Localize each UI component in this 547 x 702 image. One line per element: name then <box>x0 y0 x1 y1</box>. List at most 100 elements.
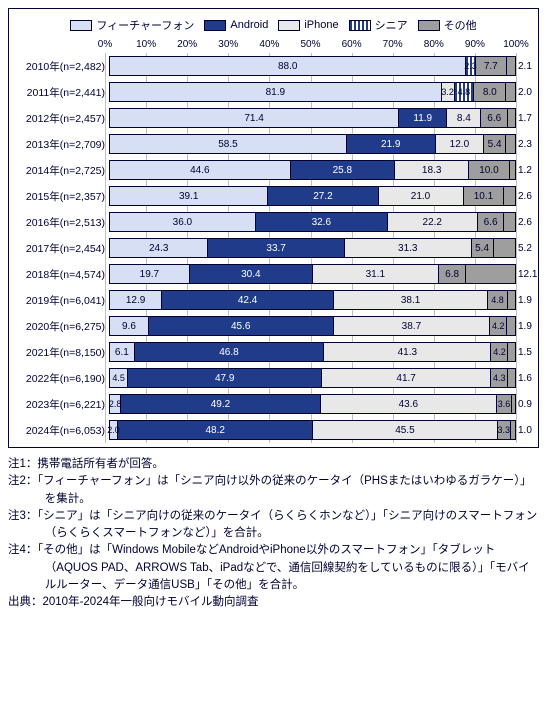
segment-value: 27.2 <box>313 191 332 202</box>
segment-value: 44.6 <box>190 165 209 176</box>
segment-value: 25.8 <box>333 165 352 176</box>
legend-label: Android <box>230 19 268 31</box>
segment-value: 46.8 <box>219 347 238 358</box>
segment-other: 5.4 <box>472 239 494 257</box>
segment-value: 4.3 <box>493 373 506 383</box>
segment-other: 3.6 <box>497 395 512 413</box>
row-label: 2024年(n=6,053) <box>13 423 109 438</box>
segment-value: 4.8 <box>491 295 504 305</box>
data-row: 2024年(n=6,053)2.048.245.53.31.0 <box>13 417 516 443</box>
segment-ext <box>511 421 515 439</box>
row-label: 2022年(n=6,190) <box>13 371 109 386</box>
row-label: 2020年(n=6,275) <box>13 319 109 334</box>
segment-android: 32.6 <box>256 213 388 231</box>
axis-tick: 40% <box>259 39 279 50</box>
segment-value: 45.5 <box>395 425 414 436</box>
row-label: 2010年(n=2,482) <box>13 59 109 74</box>
legend-label: シニア <box>375 17 408 33</box>
segment-value: 8.0 <box>483 87 497 98</box>
axis-tick: 30% <box>218 39 238 50</box>
row-label: 2015年(n=2,357) <box>13 189 109 204</box>
segment-iphone: 12.0 <box>436 135 485 153</box>
segment-feature_phone: 88.0 <box>110 57 466 75</box>
row-label: 2016年(n=2,513) <box>13 215 109 230</box>
data-row: 2020年(n=6,275)9.645.638.74.21.9 <box>13 313 516 339</box>
bar-area: 4.547.941.74.31.6 <box>109 365 516 391</box>
stacked-bar: 44.625.818.310.0 <box>109 160 516 180</box>
stacked-bar: 81.93.24.88.0 <box>109 82 516 102</box>
segment-value: 81.9 <box>266 87 285 98</box>
bar-area: 19.730.431.16.812.1 <box>109 261 516 287</box>
segment-ext <box>504 187 515 205</box>
segment-feature_phone: 12.9 <box>110 291 162 309</box>
segment-other: 4.3 <box>491 369 508 387</box>
segment-value: 2.0 <box>107 425 120 435</box>
row-label: 2019年(n=6,041) <box>13 293 109 308</box>
note-source: 出典：2010年-2024年一般向けモバイル動向調査 <box>8 594 539 611</box>
segment-value: 42.4 <box>238 295 257 306</box>
axis-tick: 60% <box>342 39 362 50</box>
segment-value: 47.9 <box>215 373 234 384</box>
bar-area: 71.411.98.46.61.7 <box>109 105 516 131</box>
x-axis: 0%10%20%30%40%50%60%70%80%90%100% <box>105 39 516 53</box>
segment-android: 33.7 <box>208 239 344 257</box>
segment-value: 41.7 <box>396 373 415 384</box>
segment-other: 6.6 <box>478 213 505 231</box>
segment-android: 25.8 <box>291 161 395 179</box>
segment-feature_phone: 36.0 <box>110 213 256 231</box>
segment-value: 19.7 <box>140 269 159 280</box>
segment-android: 45.6 <box>149 317 334 335</box>
segment-ext <box>508 109 515 127</box>
axis-tick: 0% <box>98 39 112 50</box>
segment-feature_phone: 4.5 <box>110 369 128 387</box>
exterior-label: 1.0 <box>516 417 532 443</box>
stacked-bar: 2.849.243.63.6 <box>109 394 516 414</box>
stacked-bar: 39.127.221.010.1 <box>109 186 516 206</box>
data-row: 2022年(n=6,190)4.547.941.74.31.6 <box>13 365 516 391</box>
exterior-label: 2.6 <box>516 209 532 235</box>
segment-android: 11.9 <box>399 109 447 127</box>
data-row: 2010年(n=2,482)88.02.37.72.1 <box>13 53 516 79</box>
segment-value: 11.9 <box>413 113 432 124</box>
segment-iphone: 38.7 <box>334 317 491 335</box>
segment-iphone: 45.5 <box>313 421 497 439</box>
row-label: 2014年(n=2,725) <box>13 163 109 178</box>
segment-other: 4.2 <box>491 343 508 361</box>
bar-area: 12.942.438.14.81.9 <box>109 287 516 313</box>
segment-feature_phone: 39.1 <box>110 187 268 205</box>
segment-value: 36.0 <box>173 217 192 228</box>
segment-value: 5.4 <box>475 243 489 254</box>
segment-value: 12.9 <box>126 295 145 306</box>
bar-area: 81.93.24.88.02.0 <box>109 79 516 105</box>
segment-value: 49.2 <box>211 399 230 410</box>
segment-value: 7.7 <box>484 61 498 72</box>
stacked-bar: 12.9 42.4 38.1 4.8 <box>109 290 516 310</box>
bar-area: 2.849.243.63.60.9 <box>109 391 516 417</box>
segment-ext <box>507 57 515 75</box>
segment-value: 6.1 <box>115 347 129 358</box>
exterior-label: 5.2 <box>516 235 532 261</box>
row-label: 2023年(n=6,221) <box>13 397 109 412</box>
segment-iphone: 22.2 <box>388 213 478 231</box>
segment-ext <box>466 265 515 283</box>
segment-ext <box>504 213 515 231</box>
segment-ext <box>506 83 515 101</box>
data-row: 2014年(n=2,725)44.625.818.310.01.2 <box>13 157 516 183</box>
segment-value: 38.1 <box>401 295 420 306</box>
android-swatch <box>204 20 226 31</box>
stacked-bar: 19.730.431.16.8 <box>109 264 516 284</box>
segment-feature_phone: 44.6 <box>110 161 291 179</box>
data-row: 2013年(n=2,709)58.521.912.05.42.3 <box>13 131 516 157</box>
segment-value: 3.2 <box>441 87 454 97</box>
segment-other: 4.2 <box>490 317 507 335</box>
axis-tick: 100% <box>503 39 529 50</box>
segment-value: 21.0 <box>411 191 430 202</box>
axis-tick: 90% <box>465 39 485 50</box>
legend-label: その他 <box>444 17 477 33</box>
segment-value: 38.7 <box>402 321 421 332</box>
legend: フィーチャーフォン Android iPhone シニア その他 <box>13 13 534 39</box>
segment-value: 41.3 <box>398 347 417 358</box>
legend-item-iphone: iPhone <box>278 17 338 33</box>
legend-label: フィーチャーフォン <box>96 17 194 33</box>
bar-area: 2.048.245.53.31.0 <box>109 417 516 443</box>
